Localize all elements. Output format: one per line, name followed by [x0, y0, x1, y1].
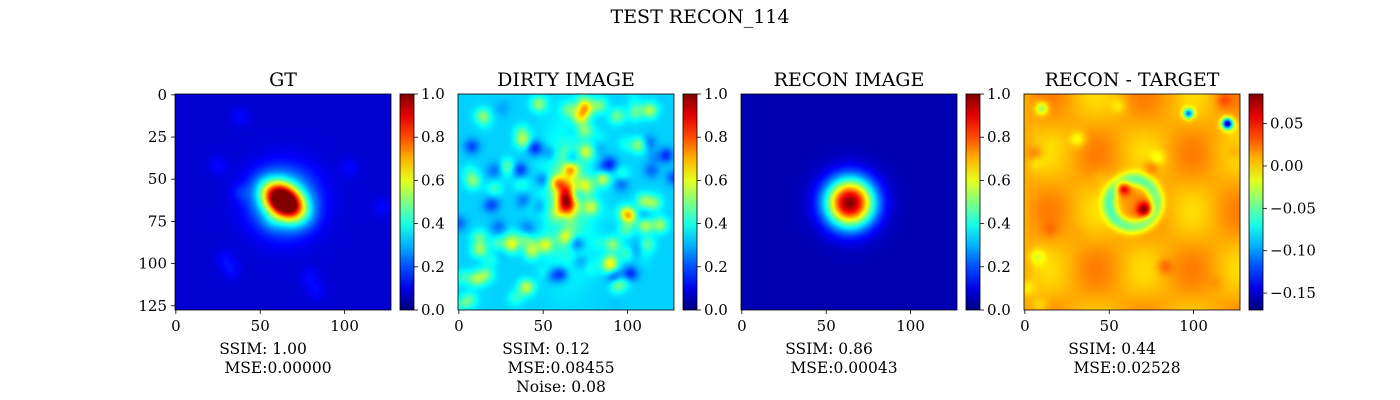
- colorbar: [1248, 93, 1264, 311]
- x-tick-label: 100: [1179, 317, 1208, 335]
- panel-title: RECON IMAGE: [774, 69, 925, 91]
- panel-title: RECON - TARGET: [1045, 69, 1220, 91]
- y-tick-label: 50: [148, 170, 167, 188]
- colorbar-tick-label: −0.05: [1270, 199, 1316, 217]
- colorbar-tick-label: 0.05: [1270, 115, 1303, 133]
- metric-label: SSIM: 1.00: [219, 340, 307, 358]
- colorbar-tick-label: 0.0: [421, 301, 445, 319]
- colorbar-tick-label: 1.0: [704, 85, 728, 103]
- panel-2: DIRTY IMAGE 0 50 100 0.0 0.2 0.4 0.6 0.8 1.0 SSIM:…: [454, 69, 728, 396]
- x-tick-label: 100: [330, 317, 359, 335]
- metric-label: MSE:0.00043: [790, 359, 897, 377]
- axes-frame: [740, 93, 958, 311]
- x-tick-label: 0: [737, 317, 747, 335]
- x-tick-label: 100: [896, 317, 925, 335]
- x-tick-label: 50: [1100, 317, 1119, 335]
- heatmap-image: [741, 94, 957, 310]
- colorbar-tick-label: 0.2: [987, 258, 1011, 276]
- heatmap-image: [1024, 94, 1240, 310]
- colorbar-tick-label: 0.0: [987, 301, 1011, 319]
- metric-label: SSIM: 0.44: [1068, 340, 1156, 358]
- colorbar-tick-label: −0.15: [1270, 284, 1316, 302]
- colorbar-tick-label: −0.10: [1270, 242, 1316, 260]
- colorbar-tick-label: 0.4: [987, 215, 1011, 233]
- x-tick-label: 0: [1020, 317, 1030, 335]
- y-tick-label: 125: [138, 297, 167, 315]
- x-tick-label: 0: [454, 317, 464, 335]
- x-tick-label: 50: [817, 317, 836, 335]
- colorbar-tick-label: 0.00: [1270, 157, 1303, 175]
- heatmap-image: [458, 94, 674, 310]
- y-tick-label: 25: [148, 128, 167, 146]
- y-tick-label: 75: [148, 212, 167, 230]
- colorbar-tick-label: 0.6: [421, 171, 445, 189]
- panel-title: DIRTY IMAGE: [497, 69, 635, 91]
- x-tick-label: 100: [613, 317, 642, 335]
- axes-frame: [457, 93, 675, 311]
- colorbar: [965, 93, 981, 311]
- panel-title: GT: [269, 69, 297, 91]
- colorbar-tick-label: 0.2: [421, 258, 445, 276]
- x-tick-label: 50: [251, 317, 270, 335]
- axes-frame: [174, 93, 392, 311]
- panel-3: RECON IMAGE 0 50 100 0.0 0.2 0.4 0.6 0.8 1.0 SSIM:…: [737, 69, 1011, 377]
- colorbar-tick-label: 0.4: [421, 215, 445, 233]
- panel-4: RECON - TARGET 0 50 100 0.05 0.00 −0.05 −0.10 −0…: [1020, 69, 1316, 377]
- figure-suptitle: TEST RECON_114: [610, 6, 790, 28]
- heatmap-image: [175, 94, 391, 310]
- colorbar-tick-label: 0.0: [704, 301, 728, 319]
- colorbar-tick-label: 0.8: [987, 128, 1011, 146]
- metric-label: SSIM: 0.12: [502, 340, 590, 358]
- colorbar-tick-label: 0.2: [704, 258, 728, 276]
- x-tick-label: 0: [171, 317, 181, 335]
- metric-label: SSIM: 0.86: [785, 340, 873, 358]
- y-tick-label: 100: [138, 255, 167, 273]
- colorbar-tick-label: 1.0: [987, 85, 1011, 103]
- colorbar-tick-label: 0.6: [987, 171, 1011, 189]
- colorbar-tick-label: 0.4: [704, 215, 728, 233]
- colorbar-tick-label: 0.6: [704, 171, 728, 189]
- axes-frame: [1023, 93, 1241, 311]
- colorbar-tick-label: 0.8: [421, 128, 445, 146]
- metric-label: Noise: 0.08: [516, 378, 606, 396]
- panel-1: GT 0 50 100 0 25 50 75 100 125 0.0 0.2 0.4 0.6 0.8 1.0 S…: [138, 69, 445, 377]
- colorbar-tick-label: 1.0: [421, 85, 445, 103]
- x-tick-label: 50: [534, 317, 553, 335]
- metric-label: MSE:0.08455: [507, 359, 614, 377]
- colorbar-tick-label: 0.8: [704, 128, 728, 146]
- colorbar: [682, 93, 698, 311]
- metric-label: MSE:0.02528: [1073, 359, 1180, 377]
- metric-label: MSE:0.00000: [224, 359, 331, 377]
- colorbar: [399, 93, 415, 311]
- y-tick-label: 0: [157, 86, 167, 104]
